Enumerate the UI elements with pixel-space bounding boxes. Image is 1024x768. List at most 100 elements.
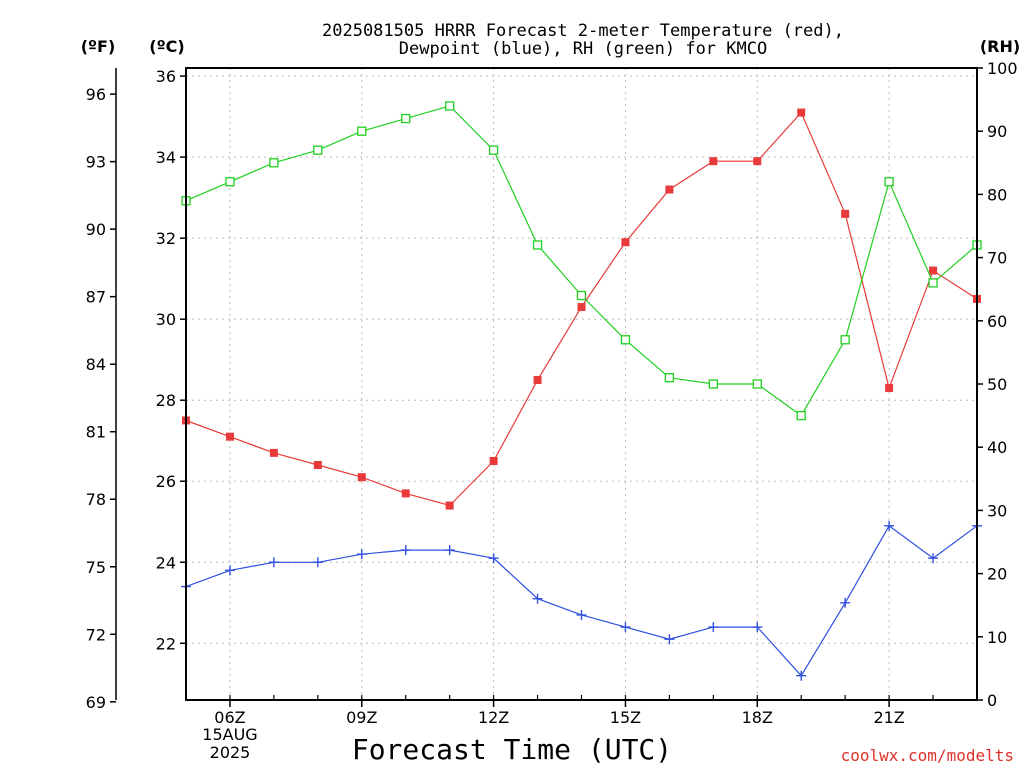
celsius-tick-label: 30 [156,310,176,329]
fahrenheit-tick-label: 90 [86,220,106,239]
rh-tick-label: 40 [987,438,1007,457]
date-label-year: 2025 [210,743,251,762]
rh-point [620,335,631,345]
rh-point [576,290,587,301]
temperature-point [401,489,410,498]
dewpoint-point [840,597,851,608]
x-tick-label: 21Z [873,708,904,727]
temperature-point [313,461,322,470]
dewpoint-point [400,545,411,556]
rh-point [269,158,279,168]
fahrenheit-tick-label: 87 [86,288,106,307]
celsius-unit-label: (ºC) [149,37,184,56]
fahrenheit-unit-label: (ºF) [81,37,116,56]
series-layer [181,101,982,681]
x-tick-label: 15Z [610,708,641,727]
temperature-point [225,432,234,441]
fahrenheit-tick-label: 75 [86,558,106,577]
dewpoint-point [664,634,675,645]
fahrenheit-tick-label: 93 [86,153,106,172]
rh-point [401,113,411,124]
chart-title-line-1: 2025081505 HRRR Forecast 2-meter Tempera… [322,21,844,41]
dewpoint-point [796,670,807,681]
temperature-point [269,448,278,457]
dewpoint-point [224,565,235,576]
rh-point [532,240,543,250]
rh-point [488,145,499,155]
dewpoint-point [884,520,895,531]
rh-tick-label: 100 [987,59,1018,78]
rh-tick-label: 30 [987,501,1007,520]
rh-point [445,101,455,111]
dewpoint-point [532,593,543,604]
temperature-point [357,473,366,482]
dewpoint-point [620,622,631,633]
temperature-point [665,185,674,194]
rh-point [840,335,850,345]
celsius-tick-label: 34 [156,148,176,167]
x-tick-label: 18Z [742,708,773,727]
temperature-point [753,157,762,166]
temperature-point [709,157,718,166]
rh-tick-label: 20 [987,565,1007,584]
rh-point [708,379,718,389]
rh-unit-label: (RH) [980,37,1020,56]
fahrenheit-tick-label: 96 [86,85,106,104]
fahrenheit-tick-label: 81 [86,423,106,442]
celsius-tick-label: 26 [156,472,176,491]
grid-layer [186,68,977,700]
dewpoint-point [708,622,719,633]
dewpoint-point [576,609,587,620]
rh-point [752,379,762,389]
dewpoint-point [752,622,763,633]
rh-point [796,410,806,421]
temperature-point [841,209,850,218]
temperature-point [489,456,498,465]
temperature-point [929,266,938,275]
fahrenheit-tick-label: 78 [86,490,106,509]
x-tick-label: 06Z [214,708,245,727]
rh-tick-label: 10 [987,628,1007,647]
x-tick-label: 12Z [478,708,509,727]
celsius-tick-label: 24 [156,553,176,572]
rh-point [928,278,938,288]
celsius-tick-label: 36 [156,67,176,86]
rh-tick-label: 90 [987,122,1007,141]
temperature-point [533,375,542,384]
dewpoint-series-line [185,524,978,677]
temperature-point [621,238,630,247]
dewpoint-point [928,553,939,564]
celsius-tick-label: 22 [156,634,176,653]
rh-tick-label: 70 [987,249,1007,268]
plot-frame [185,67,978,701]
dewpoint-point [356,549,367,560]
dewpoint-point [488,553,499,564]
celsius-tick-label: 28 [156,391,176,410]
rh-point [225,177,235,187]
temperature-point [445,501,454,510]
rh-tick-label: 0 [987,691,997,710]
rh-tick-label: 60 [987,312,1007,331]
rh-tick-label: 50 [987,375,1007,394]
rh-point [884,177,894,187]
chart-title-line-2: Dewpoint (blue), RH (green) for KMCO [399,39,767,59]
temperature-point [577,303,586,312]
fahrenheit-tick-label: 84 [86,355,106,374]
dewpoint-point [312,557,323,568]
x-tick-label: 09Z [346,708,377,727]
site-credit: coolwx.com/modelts [841,746,1014,765]
temperature-point [797,108,806,117]
date-label-day: 15AUG [202,725,257,744]
rh-tick-label: 80 [987,185,1007,204]
dewpoint-point [268,557,279,568]
rh-point [357,126,367,136]
dewpoint-point [444,545,455,556]
rh-point [664,373,675,383]
fahrenheit-tick-label: 69 [86,693,106,712]
temperature-point [885,384,894,393]
x-axis-label: Forecast Time (UTC) [352,733,672,766]
rh-series-line [185,105,978,417]
rh-point [313,145,323,155]
celsius-tick-label: 32 [156,229,176,248]
